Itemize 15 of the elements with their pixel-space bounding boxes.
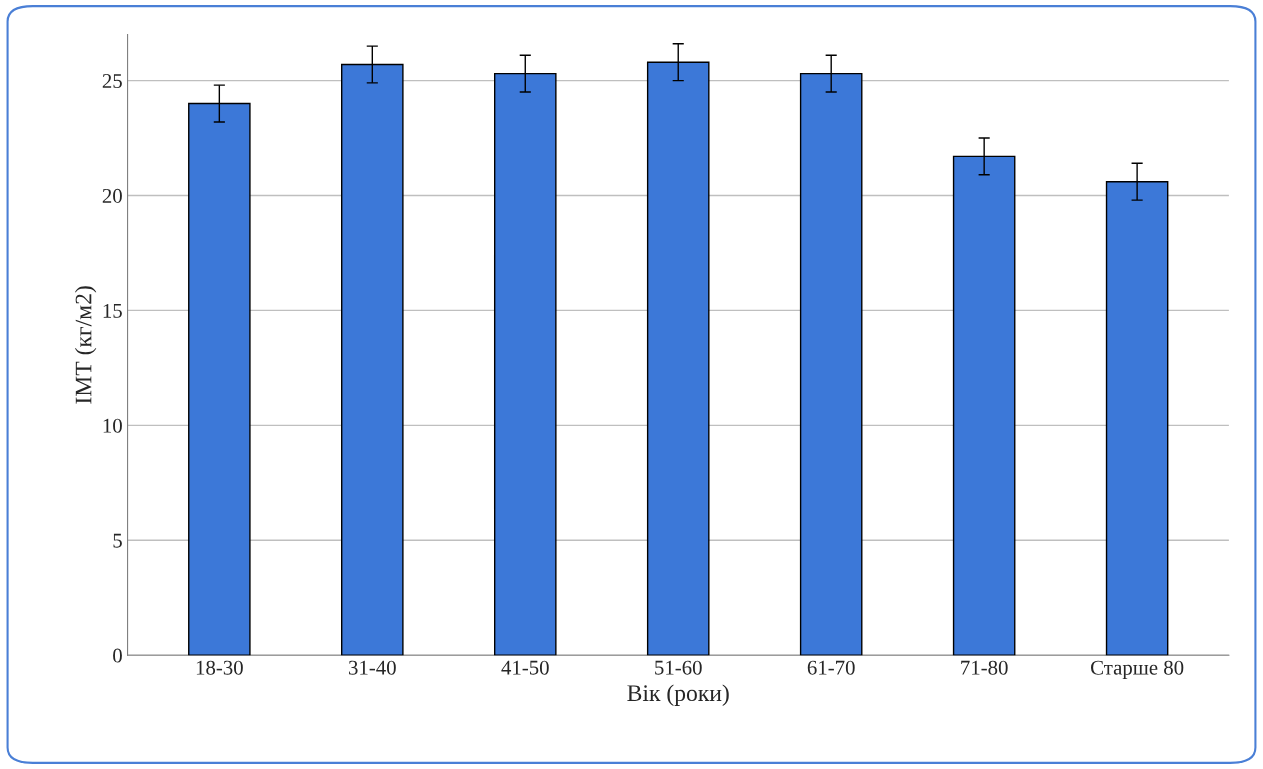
x-tick-label: 41-50 [501, 660, 549, 675]
x-tick-label: 18-30 [196, 660, 243, 675]
y-tick-label: 25 [102, 74, 122, 89]
x-tick-label: 31-40 [349, 660, 396, 675]
x-tick-label: 61-70 [807, 660, 855, 675]
x-axis-title: Вік (роки) [627, 684, 729, 706]
x-tick-label: Старше 80 [1090, 660, 1184, 679]
y-tick-label: 20 [102, 188, 122, 203]
x-tick-label: 71-80 [961, 660, 1008, 675]
x-tick-label: 51-60 [655, 660, 702, 675]
y-tick-label: 5 [113, 533, 122, 548]
y-axis-title: ІМТ (кг/м2) [74, 286, 97, 404]
y-tick-label: 15 [103, 303, 122, 318]
y-tick-label: 10 [103, 418, 122, 433]
y-tick-label: 0 [113, 648, 122, 663]
